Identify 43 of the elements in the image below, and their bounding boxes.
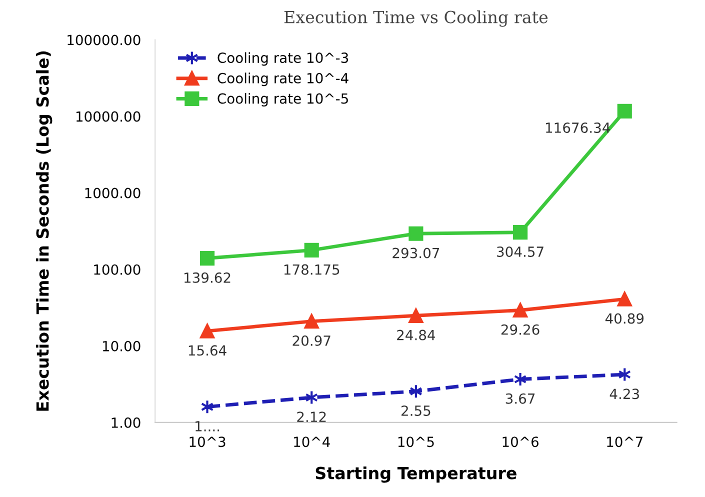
- x-tick-label: 10^6: [502, 436, 538, 448]
- x-tick-label: 10^7: [607, 436, 643, 448]
- x-tick-label: 10^4: [294, 436, 330, 448]
- y-axis-title: Execution Time in Seconds (Log Scale): [36, 51, 52, 411]
- x-tick-label: 10^3: [190, 436, 226, 448]
- data-label: 15.64: [188, 345, 226, 356]
- x-axis-title: Starting Temperature: [316, 466, 516, 483]
- legend-label: Cooling rate 10^-5: [218, 93, 348, 106]
- point: [408, 308, 424, 323]
- y-tick-label: 100000.00: [68, 34, 140, 46]
- point: [617, 292, 632, 306]
- point: [512, 225, 528, 240]
- point: [200, 400, 214, 414]
- legend-label: Cooling rate 10^-3: [218, 52, 348, 66]
- data-label: 4.23: [610, 388, 639, 400]
- y-tick-label: 1000.00: [85, 188, 140, 198]
- data-label: 293.07: [392, 248, 440, 258]
- point: [617, 104, 632, 118]
- data-label: 3.67: [506, 393, 535, 404]
- y-tick-label: 10.00: [102, 340, 140, 352]
- chart-title: Execution Time vs Cooling rate: [284, 10, 548, 27]
- data-label: 2.12: [297, 412, 326, 422]
- point: [304, 314, 319, 329]
- data-label: 1....: [196, 421, 220, 432]
- point: [408, 226, 424, 241]
- data-label: 178.175: [284, 264, 340, 275]
- data-label: 304.57: [497, 246, 544, 257]
- data-label: 20.97: [292, 335, 330, 346]
- y-tick-label: 100.00: [94, 264, 140, 275]
- point: [512, 302, 528, 318]
- y-tick-label: 1.00: [112, 417, 140, 428]
- data-label: 139.62: [184, 272, 230, 283]
- y-tick-label: 10000.00: [76, 111, 140, 122]
- point: [514, 372, 527, 387]
- point: [304, 242, 319, 258]
- point: [200, 324, 215, 338]
- point: [200, 250, 215, 266]
- data-label: 29.26: [501, 324, 540, 335]
- data-label: 40.89: [605, 313, 644, 324]
- data-label: 2.55: [402, 405, 430, 416]
- data-label: 24.84: [397, 330, 436, 340]
- legend-label: Cooling rate 10^-4: [218, 72, 348, 86]
- x-tick-label: 10^5: [398, 436, 434, 448]
